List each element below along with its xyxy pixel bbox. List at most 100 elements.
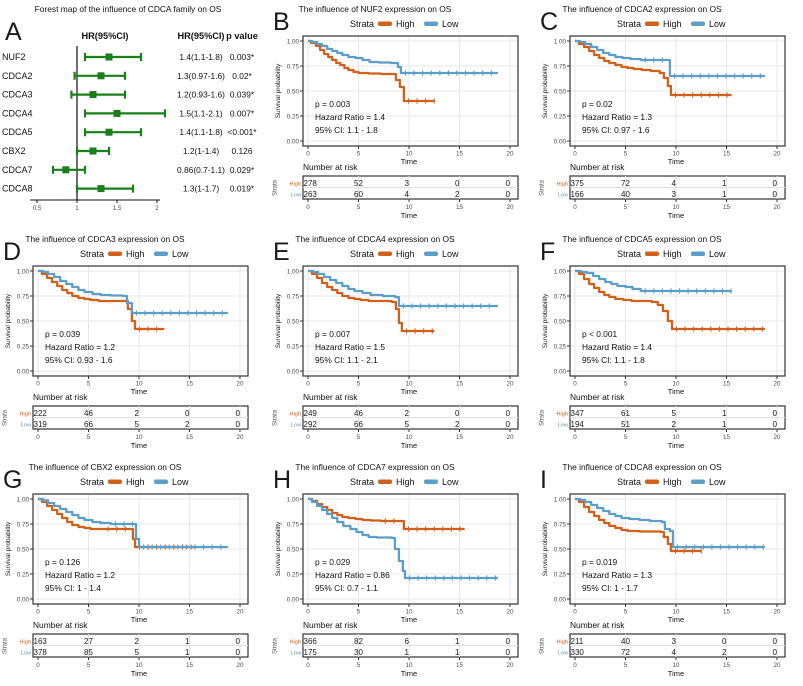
x-tick-label: 10 bbox=[135, 609, 143, 616]
risk-x-tick-label: 5 bbox=[87, 434, 91, 441]
risk-value-low: 330 bbox=[571, 648, 585, 657]
legend-high-label: High bbox=[663, 477, 682, 487]
risk-value-low: 72 bbox=[621, 648, 630, 657]
risk-strata-axis-label: Strata bbox=[540, 179, 546, 196]
risk-value-low: 0 bbox=[773, 648, 778, 657]
legend-title: Strata bbox=[617, 19, 641, 29]
risk-x-tick-label: 15 bbox=[186, 662, 194, 669]
x-tick-label: 5 bbox=[357, 151, 361, 158]
forest-pvalue-column-header: p value bbox=[226, 31, 258, 41]
y-tick-label: 1.00 bbox=[554, 38, 567, 45]
y-tick-label: 0.25 bbox=[287, 343, 300, 350]
legend-high-swatch-icon bbox=[378, 21, 392, 26]
risk-table-header: Number at risk bbox=[33, 620, 88, 630]
legend-low-label: Low bbox=[442, 19, 459, 29]
risk-x-tick-label: 15 bbox=[186, 434, 194, 441]
risk-x-tick-label: 0 bbox=[306, 434, 310, 441]
risk-x-tick-label: 5 bbox=[87, 662, 91, 669]
risk-x-tick-label: 20 bbox=[506, 434, 514, 441]
y-tick-label: 0.50 bbox=[554, 546, 567, 553]
km-title: The influence of CDCA5 expression on OS bbox=[562, 234, 722, 244]
risk-row-label-low: Low bbox=[291, 193, 302, 199]
x-tick-label: 20 bbox=[773, 609, 781, 616]
risk-x-tick-label: 10 bbox=[672, 434, 680, 441]
stats-ci: 95% CI: 1.1 - 2.1 bbox=[315, 355, 378, 365]
panel-letter: A bbox=[5, 18, 22, 46]
risk-value-high: 46 bbox=[84, 409, 93, 418]
y-axis-title: Survival probability bbox=[542, 293, 549, 348]
x-tick-label: 0 bbox=[36, 381, 40, 388]
y-tick-label: 0.50 bbox=[554, 318, 567, 325]
y-tick-label: 0.50 bbox=[287, 88, 300, 95]
x-tick-label: 15 bbox=[723, 151, 731, 158]
risk-value-low: 292 bbox=[304, 420, 318, 429]
legend-title: Strata bbox=[617, 477, 641, 487]
survival-curve-high bbox=[38, 497, 195, 549]
risk-x-tick-label: 10 bbox=[405, 662, 413, 669]
risk-x-tick-label: 10 bbox=[672, 662, 680, 669]
km-title: The influence of NUF2 expression on OS bbox=[299, 4, 452, 14]
km-chart-svg: E The influence of CDCA4 expression on OS… bbox=[273, 234, 519, 450]
forest-pvalue: 0.003* bbox=[230, 52, 255, 62]
stats-pvalue: p = 0.019 bbox=[582, 557, 618, 567]
panel-letter: C bbox=[540, 8, 558, 36]
risk-x-tick-label: 5 bbox=[357, 662, 361, 669]
risk-value-high: 0 bbox=[236, 409, 241, 418]
legend-low-label: Low bbox=[709, 19, 726, 29]
y-tick-label: 0.50 bbox=[554, 88, 567, 95]
x-axis-title: Time bbox=[131, 387, 147, 396]
y-axis-title: Survival probability bbox=[275, 521, 282, 576]
risk-strata-axis-label: Strata bbox=[3, 637, 9, 654]
y-tick-label: 0.00 bbox=[554, 368, 567, 375]
risk-value-high: 40 bbox=[621, 637, 630, 646]
legend-high-swatch-icon bbox=[645, 479, 659, 484]
legend-high-label: High bbox=[126, 477, 145, 487]
x-tick-label: 20 bbox=[506, 381, 514, 388]
y-tick-label: 0.50 bbox=[17, 318, 30, 325]
risk-x-tick-label: 20 bbox=[773, 662, 781, 669]
survival-curve-low bbox=[575, 497, 765, 549]
x-tick-label: 5 bbox=[357, 381, 361, 388]
survival-curve-low bbox=[308, 269, 498, 308]
y-tick-label: 0.00 bbox=[554, 138, 567, 145]
x-tick-label: 5 bbox=[624, 151, 628, 158]
risk-x-tick-label: 20 bbox=[236, 434, 244, 441]
risk-x-tick-label: 10 bbox=[135, 662, 143, 669]
y-tick-label: 0.25 bbox=[17, 571, 30, 578]
risk-strata-axis-label: Strata bbox=[273, 637, 279, 654]
risk-x-axis-title: Time bbox=[401, 441, 417, 450]
panel-letter: E bbox=[273, 238, 290, 266]
km-chart-svg: C The influence of CDCA2 expression on OS… bbox=[540, 4, 786, 220]
x-tick-label: 5 bbox=[624, 609, 628, 616]
risk-x-axis-title: Time bbox=[401, 669, 417, 678]
legend-low-label: Low bbox=[442, 477, 459, 487]
risk-value-high: 1 bbox=[185, 637, 190, 646]
legend-low-label: Low bbox=[709, 477, 726, 487]
y-axis-title: Survival probability bbox=[5, 521, 12, 576]
risk-x-tick-label: 0 bbox=[36, 662, 40, 669]
risk-row-label-high: High bbox=[289, 412, 301, 418]
risk-table-header: Number at risk bbox=[570, 162, 625, 172]
y-tick-label: 0.25 bbox=[554, 571, 567, 578]
forest-title: Forest map of the influence of CDCA fami… bbox=[35, 4, 222, 14]
legend-title: Strata bbox=[617, 249, 641, 259]
risk-row-label-high: High bbox=[556, 412, 568, 418]
legend-low-swatch-icon bbox=[691, 251, 705, 256]
forest-hr-value: 0.86(0.7-1.1) bbox=[177, 165, 225, 175]
risk-value-low: 378 bbox=[34, 648, 48, 657]
y-tick-label: 1.00 bbox=[554, 496, 567, 503]
y-tick-label: 0.50 bbox=[287, 318, 300, 325]
risk-x-tick-label: 15 bbox=[456, 204, 464, 211]
y-tick-label: 0.75 bbox=[554, 63, 567, 70]
risk-x-tick-label: 20 bbox=[506, 662, 514, 669]
y-tick-label: 0.25 bbox=[17, 343, 30, 350]
stats-hazard-ratio: Hazard Ratio = 1.3 bbox=[582, 112, 652, 122]
risk-value-low: 51 bbox=[621, 420, 630, 429]
forest-hr-value: 1.3(1-1.7) bbox=[183, 184, 220, 194]
stats-pvalue: p = 0.003 bbox=[315, 99, 351, 109]
risk-value-high: 249 bbox=[304, 409, 318, 418]
x-tick-label: 10 bbox=[405, 151, 413, 158]
risk-row-label-high: High bbox=[289, 182, 301, 188]
x-tick-label: 0 bbox=[573, 381, 577, 388]
risk-x-tick-label: 20 bbox=[236, 662, 244, 669]
